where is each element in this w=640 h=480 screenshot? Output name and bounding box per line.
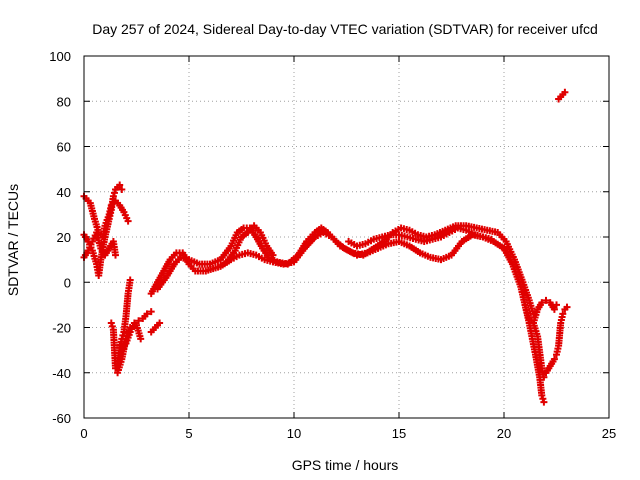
data-point — [550, 305, 558, 313]
y-tick-label: -40 — [52, 366, 71, 381]
data-point — [559, 310, 567, 318]
data-point — [156, 319, 164, 327]
x-tick-label: 25 — [602, 426, 616, 441]
y-tick-label: -60 — [52, 411, 71, 426]
plot-frame — [83, 55, 610, 419]
y-tick-label: 100 — [49, 49, 71, 64]
data-point — [542, 296, 550, 304]
series-track-l — [529, 303, 571, 381]
series-track-h — [147, 228, 548, 406]
x-axis-label: GPS time / hours — [292, 457, 399, 473]
data-point — [110, 189, 118, 197]
x-tick-label: 20 — [497, 426, 511, 441]
data-point — [107, 319, 115, 327]
x-tick-labels: 0 5 10 15 20 25 — [80, 426, 616, 441]
data-point — [118, 185, 126, 193]
y-tick-label: 0 — [64, 275, 71, 290]
data-point — [538, 391, 546, 399]
data-point — [550, 355, 558, 363]
data-point — [112, 251, 119, 259]
data-point — [540, 398, 548, 406]
data-point — [116, 181, 124, 189]
data-point — [108, 322, 116, 330]
series-track-c — [80, 192, 132, 241]
data-point — [539, 395, 547, 403]
y-tick-label: 20 — [57, 230, 71, 245]
data-point — [137, 335, 145, 343]
y-tick-label: 60 — [57, 140, 71, 155]
data-point — [147, 308, 155, 316]
data-point — [124, 217, 132, 225]
y-tick-label: -20 — [52, 321, 71, 336]
data-point — [269, 251, 277, 259]
series-track-m — [521, 296, 560, 327]
series-track-k — [345, 224, 495, 250]
data-point — [487, 235, 495, 243]
data-series — [80, 88, 571, 406]
y-tick-label: 40 — [57, 185, 71, 200]
grid-lines — [84, 56, 609, 418]
chart-title: Day 257 of 2024, Sidereal Day-to-day VTE… — [92, 21, 598, 37]
y-axis-label: SDTVAR / TECUs — [5, 184, 21, 296]
data-point — [563, 303, 571, 311]
x-tick-label: 10 — [287, 426, 301, 441]
data-point — [538, 299, 546, 307]
series-track-b — [80, 228, 119, 261]
data-point — [126, 276, 134, 284]
series-track-f — [114, 321, 145, 377]
series-track-g — [147, 319, 164, 336]
series-track-n — [555, 88, 569, 103]
x-tick-label: 5 — [185, 426, 192, 441]
data-point — [143, 310, 151, 318]
data-point — [540, 373, 548, 381]
y-tick-labels: -60 -40 -20 0 20 40 60 80 100 — [49, 49, 71, 426]
x-tick-label: 15 — [392, 426, 406, 441]
data-point — [109, 192, 117, 200]
data-point — [561, 88, 569, 96]
y-tick-label: 80 — [57, 94, 71, 109]
series-track-j — [223, 222, 277, 266]
data-point — [135, 317, 143, 325]
x-tick-label: 0 — [80, 426, 87, 441]
axis-ticks — [83, 55, 610, 419]
data-point — [553, 301, 560, 309]
